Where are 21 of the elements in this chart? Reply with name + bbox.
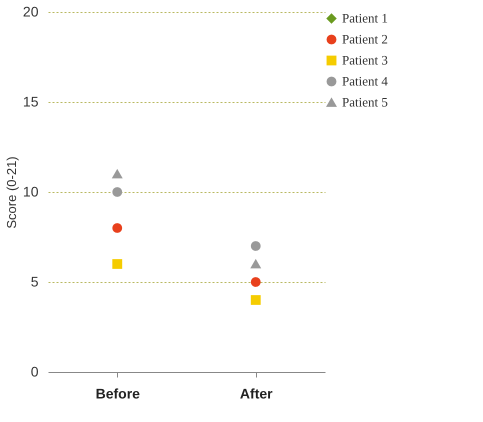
point xyxy=(250,241,261,251)
y-axis-title: Score (0-21) xyxy=(4,156,19,229)
legend-label: Patient 3 xyxy=(342,52,388,68)
point xyxy=(112,187,122,197)
y-tick-label: 0 xyxy=(30,364,39,380)
point xyxy=(250,295,261,305)
x-tick-label: After xyxy=(240,386,274,402)
point xyxy=(112,223,122,233)
x-tick-label: Before xyxy=(96,386,140,402)
legend-label: Patient 5 xyxy=(342,94,388,110)
point xyxy=(250,277,261,287)
y-tick-label: 20 xyxy=(22,4,39,20)
point xyxy=(250,260,261,268)
legend-label: Patient 4 xyxy=(342,74,388,88)
point xyxy=(112,259,122,269)
y-tick-label: 15 xyxy=(22,94,39,110)
y-tick-label: 10 xyxy=(22,184,39,200)
point xyxy=(112,170,122,178)
y-tick-label: 5 xyxy=(30,274,39,290)
legend-label: Patient 1 xyxy=(342,10,388,26)
legend-label: Patient 2 xyxy=(342,32,388,46)
